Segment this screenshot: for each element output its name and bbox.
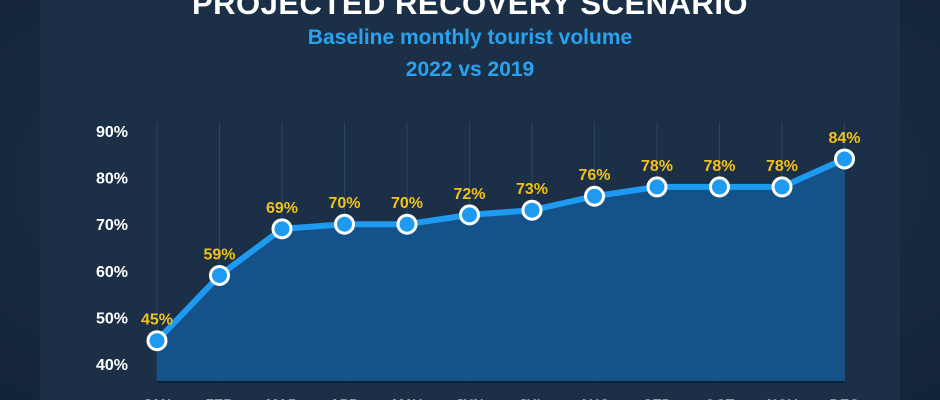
data-label: 84%: [828, 130, 860, 147]
data-label: 70%: [328, 195, 360, 212]
area-fill: [157, 158, 845, 382]
x-tick-label: JUN: [455, 396, 483, 400]
data-label: 76%: [578, 167, 610, 184]
data-label: 59%: [203, 246, 235, 263]
y-tick-label: 90%: [96, 124, 128, 141]
data-label: 69%: [266, 200, 298, 217]
x-tick-label: SEP: [643, 396, 671, 400]
data-label: 72%: [453, 186, 485, 203]
x-tick-label: MAY: [392, 396, 422, 400]
data-point-marker: [521, 199, 543, 221]
data-label: 73%: [516, 181, 548, 198]
x-tick-label: MAR: [266, 396, 298, 400]
data-label: 70%: [391, 195, 423, 212]
x-tick-label: JUL: [519, 396, 546, 400]
y-tick-label: 60%: [96, 264, 128, 281]
data-point-marker: [834, 148, 855, 170]
data-point-marker: [771, 176, 793, 198]
chart-subtitle-years: 2022 vs 2019: [405, 58, 535, 81]
data-point-marker: [396, 213, 418, 235]
x-tick-label: JAN: [143, 396, 171, 400]
x-tick-label: OCT: [705, 396, 735, 400]
data-label: 78%: [641, 158, 673, 175]
data-point-marker: [459, 204, 480, 226]
x-tick-label: FEB: [206, 396, 234, 400]
data-point-marker: [209, 264, 230, 286]
data-point-marker: [334, 213, 355, 235]
x-tick-label: APR: [330, 396, 360, 400]
data-label: 45%: [141, 312, 173, 329]
y-tick-label: 50%: [96, 310, 128, 327]
data-point-marker: [271, 218, 293, 240]
y-tick-label: 40%: [96, 357, 128, 374]
chart-title: PROJECTED RECOVERY SCENARIO: [191, 0, 749, 21]
data-point-marker: [646, 176, 668, 198]
data-label: 78%: [703, 158, 735, 175]
data-point-marker: [709, 176, 730, 198]
data-point-marker: [584, 185, 605, 207]
y-tick-label: 80%: [96, 171, 128, 188]
x-tick-label: DEC: [830, 396, 860, 400]
x-tick-label: NOV: [767, 396, 798, 400]
y-tick-label: 70%: [96, 217, 128, 234]
data-point-marker: [146, 330, 168, 352]
x-tick-label: AUG: [579, 396, 610, 400]
chart-subtitle: Baseline monthly tourist volume: [307, 26, 633, 49]
data-label: 78%: [766, 158, 798, 175]
